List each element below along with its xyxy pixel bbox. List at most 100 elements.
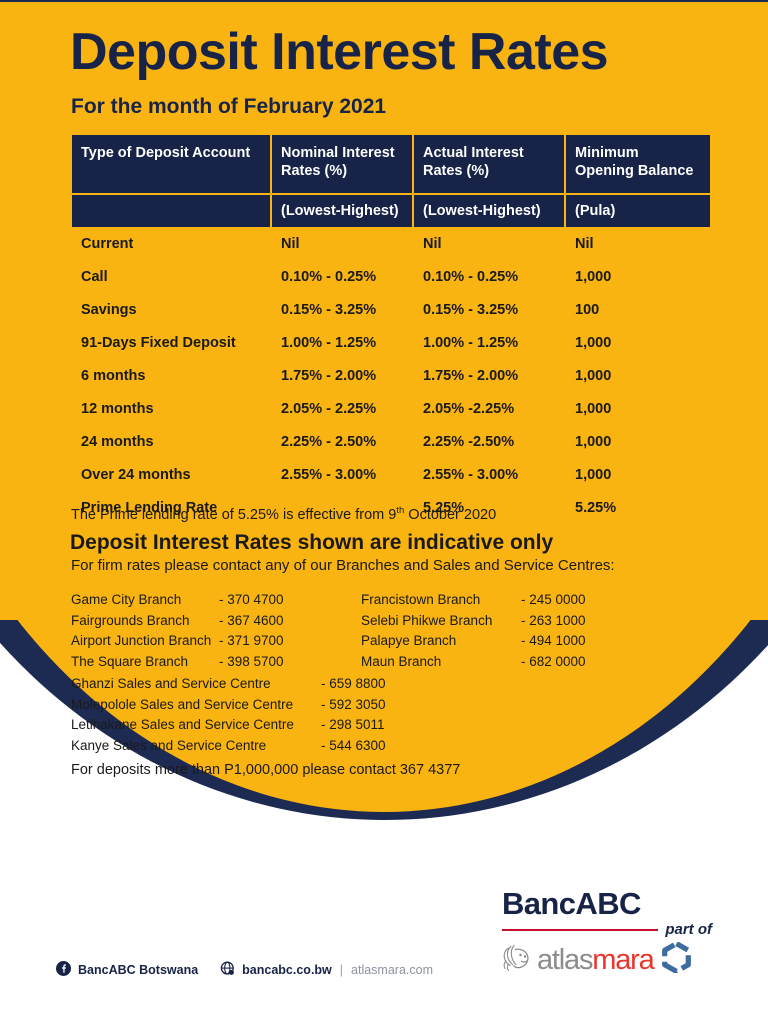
atlasmara-logo: atlas mara xyxy=(502,941,712,978)
lion-head-icon xyxy=(502,943,536,978)
table-body: Current Nil Nil Nil Call 0.10% - 0.25% 0.10% -… xyxy=(72,229,710,524)
contact-phone[interactable]: - 398 5700 xyxy=(219,653,284,669)
website-link[interactable]: bancabc.co.bw | atlasmara.com xyxy=(220,961,433,979)
indicative-heading: Deposit Interest Rates shown are indicat… xyxy=(70,531,554,554)
cell-minimum: 1,000 xyxy=(566,394,710,425)
cell-nominal: 2.25% - 2.50% xyxy=(272,427,412,458)
contact-name: Airport Junction Branch xyxy=(71,633,212,648)
page-title: Deposit Interest Rates xyxy=(70,23,609,81)
cell-actual: 0.10% - 0.25% xyxy=(414,262,564,293)
cell-account: Prime Lending Rate xyxy=(72,493,270,524)
mara-wordmark: mara xyxy=(592,943,654,976)
cell-account: 12 months xyxy=(72,394,270,425)
contact-name: Francistown Branch xyxy=(361,592,481,607)
cell-nominal: 2.05% - 2.25% xyxy=(272,394,412,425)
page-subtitle: For the month of February 2021 xyxy=(71,95,387,118)
table-row: Current Nil Nil Nil xyxy=(72,229,710,260)
contact-phone[interactable]: - 367 4600 xyxy=(219,612,284,628)
atlasmara-site-label[interactable]: atlasmara.com xyxy=(351,963,434,977)
table-header-row-main: Type of Deposit Account Nominal Interest… xyxy=(72,135,710,193)
cell-minimum: 1,000 xyxy=(566,460,710,491)
globe-icon xyxy=(220,961,235,979)
deposit-rates-table: Type of Deposit Account Nominal Interest… xyxy=(70,133,712,526)
contact-row: The Square Branch - 398 5700 xyxy=(71,652,284,673)
cell-minimum: 1,000 xyxy=(566,262,710,293)
cell-nominal: 2.55% - 3.00% xyxy=(272,460,412,491)
bancabc-logo: BancABC part of xyxy=(502,888,712,978)
table-row: 91-Days Fixed Deposit 1.00% - 1.25% 1.00% … xyxy=(72,328,710,359)
contact-name: Maun Branch xyxy=(361,653,442,669)
atlas-wordmark: atlas xyxy=(537,943,593,976)
prime-rate-note: The Prime lending rate of 5.25% is effec… xyxy=(71,505,496,523)
table-row: Prime Lending Rate 5.25% 5.25% xyxy=(72,493,710,524)
contact-phone[interactable]: - 371 9700 xyxy=(219,633,284,648)
footer-divider: | xyxy=(339,963,344,977)
contact-name: Ghanzi Sales and Service Centre xyxy=(71,676,271,691)
cell-account: 91-Days Fixed Deposit xyxy=(72,328,270,359)
facebook-icon xyxy=(56,961,71,979)
contact-row: Airport Junction Branch - 371 9700 xyxy=(71,631,284,652)
cell-minimum: 1,000 xyxy=(566,328,710,359)
facebook-link[interactable]: BancABC Botswana xyxy=(56,961,198,979)
table-head: Type of Deposit Account Nominal Interest… xyxy=(72,135,710,227)
prime-note-ordinal: th xyxy=(396,505,405,516)
cell-nominal: Nil xyxy=(272,229,412,260)
cell-minimum: Nil xyxy=(566,229,710,260)
table-header-row-sub: (Lowest-Highest) (Lowest-Highest) (Pula) xyxy=(72,195,710,227)
contact-name: Kanye Sales and Service Centre xyxy=(71,737,267,753)
contact-row: Kanye Sales and Service Centre - 544 6300 xyxy=(71,736,386,757)
contact-name: Molepolole Sales and Service Centre xyxy=(71,696,294,712)
contact-phone[interactable]: - 263 1000 xyxy=(521,612,586,628)
contact-phone[interactable]: - 494 1000 xyxy=(521,633,586,648)
contact-row: Ghanzi Sales and Service Centre - 659 880… xyxy=(71,674,386,695)
logo-red-rule xyxy=(502,928,659,931)
table-row: 12 months 2.05% - 2.25% 2.05% -2.25% 1,000 xyxy=(72,394,710,425)
contact-name: Game City Branch xyxy=(71,592,182,607)
column-subheader-account xyxy=(72,195,270,227)
hexagon-ring-icon xyxy=(661,941,692,978)
contact-name: Letlhakane Sales and Service Centre xyxy=(71,717,294,732)
contact-name: Fairgrounds Branch xyxy=(71,612,190,628)
cell-actual: 5.25% xyxy=(414,493,564,524)
cell-minimum: 5.25% xyxy=(566,493,710,524)
contact-name: Selebi Phikwe Branch xyxy=(361,612,493,628)
column-header-actual: Actual Interest Rates (%) xyxy=(414,135,564,193)
column-header-account: Type of Deposit Account xyxy=(72,135,270,193)
table-row: Over 24 months 2.55% - 3.00% 2.55% - 3.00%… xyxy=(72,460,710,491)
cell-nominal: 0.10% - 0.25% xyxy=(272,262,412,293)
contact-phone[interactable]: - 592 3050 xyxy=(321,696,386,712)
contact-row: Fairgrounds Branch - 367 4600 xyxy=(71,611,284,632)
contact-row: Selebi Phikwe Branch - 263 1000 xyxy=(361,611,586,632)
cell-actual: 2.55% - 3.00% xyxy=(414,460,564,491)
table-row: 6 months 1.75% - 2.00% 1.75% - 2.00% 1,000 xyxy=(72,361,710,392)
contact-phone[interactable]: - 370 4700 xyxy=(219,592,284,607)
service-centre-list: Ghanzi Sales and Service Centre - 659 880… xyxy=(71,674,386,756)
cell-actual: 0.15% - 3.25% xyxy=(414,295,564,326)
contact-phone[interactable]: - 298 5011 xyxy=(321,717,385,732)
contact-phone[interactable]: - 682 0000 xyxy=(521,653,586,669)
cell-minimum: 1,000 xyxy=(566,427,710,458)
cell-account: Savings xyxy=(72,295,270,326)
contact-phone[interactable]: - 245 0000 xyxy=(521,592,586,607)
cell-minimum: 1,000 xyxy=(566,361,710,392)
column-subheader-actual: (Lowest-Highest) xyxy=(414,195,564,227)
contact-row: Francistown Branch - 245 0000 xyxy=(361,590,586,611)
column-header-minimum: Minimum Opening Balance xyxy=(566,135,710,193)
cell-account: Current xyxy=(72,229,270,260)
branch-list-right: Francistown Branch - 245 0000 Selebi Phikw… xyxy=(361,590,586,672)
cell-nominal: 1.00% - 1.25% xyxy=(272,328,412,359)
contact-row: Letlhakane Sales and Service Centre - 298… xyxy=(71,715,386,736)
contact-row: Maun Branch - 682 0000 xyxy=(361,652,586,673)
table-row: Savings 0.15% - 3.25% 0.15% - 3.25% 100 xyxy=(72,295,710,326)
table-row: Call 0.10% - 0.25% 0.10% - 0.25% 1,000 xyxy=(72,262,710,293)
prime-note-suffix: October 2020 xyxy=(404,506,497,523)
contact-row: Palapye Branch - 494 1000 xyxy=(361,631,586,652)
bancabc-wordmark: BancABC xyxy=(502,886,641,921)
contact-phone[interactable]: - 544 6300 xyxy=(321,737,386,753)
contact-name: The Square Branch xyxy=(71,653,189,669)
prime-note-prefix: The Prime lending rate of 5.25% is effec… xyxy=(71,506,397,523)
contact-row: Molepolole Sales and Service Centre - 592… xyxy=(71,695,386,716)
contact-phone[interactable]: - 659 8800 xyxy=(321,676,386,691)
firm-rates-note: For firm rates please contact any of our… xyxy=(71,557,615,574)
